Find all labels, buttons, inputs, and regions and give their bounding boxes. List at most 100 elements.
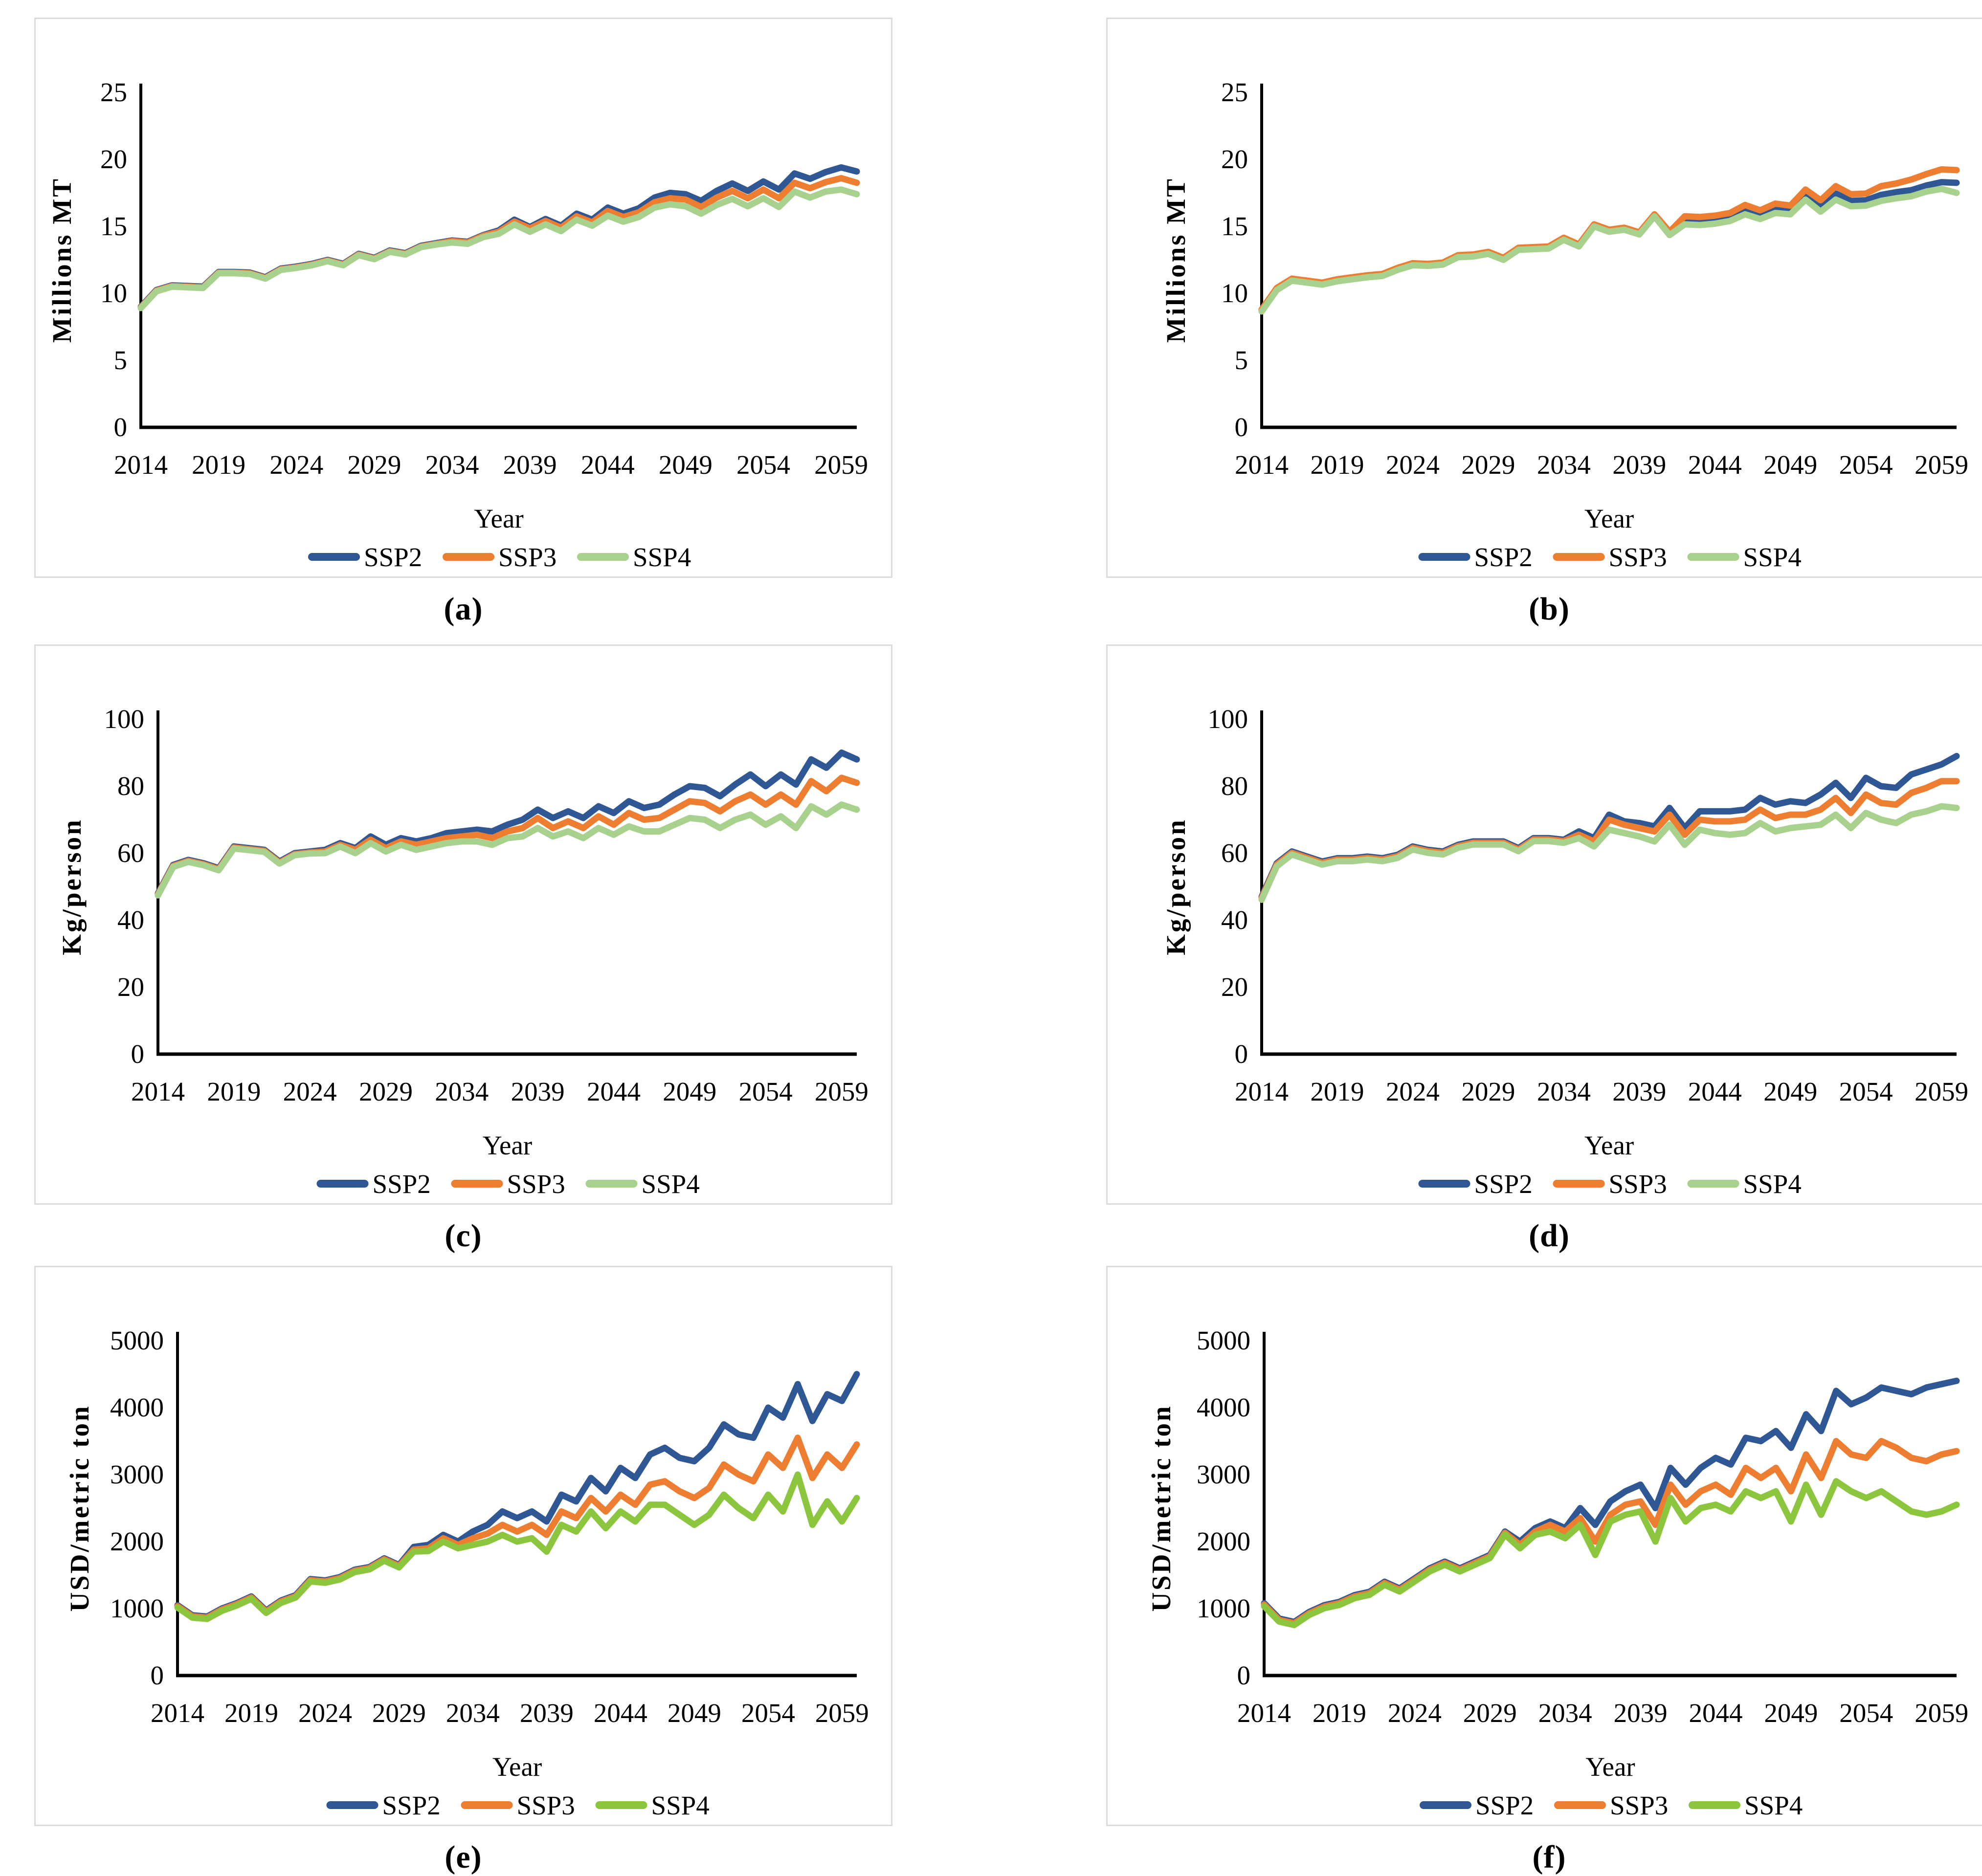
y-tick-label: 0 [1235,412,1248,442]
legend-swatch-ssp4 [585,1180,638,1188]
x-tick-label: 2049 [668,1698,721,1728]
x-tick-label: 2029 [359,1077,413,1106]
x-tick-label: 2044 [581,450,635,480]
y-tick-label: 0 [1235,1039,1248,1069]
x-tick-label: 2034 [1538,1698,1592,1728]
figure-panel-e: 0 1000 2000 3000 4000 5000 2014 2019 2024 2029 203… [34,1266,892,1876]
series-line-ssp4 [1261,1478,1960,1629]
x-tick-label: 2014 [151,1698,204,1728]
legend-label-ssp3: SSP3 [1609,1169,1667,1199]
y-tick-label: 60 [1221,838,1248,868]
series-line-ssp3 [174,1435,860,1621]
legend-label-ssp4: SSP4 [642,1169,700,1199]
x-tick-label: 2029 [372,1698,426,1728]
legend-label-ssp3: SSP3 [507,1169,565,1199]
chart-c-svg: 0 20 40 60 80 100 2014 2019 2024 2029 2034 2039 2044… [57,704,869,1199]
x-tick-label: 2039 [520,1698,574,1728]
y-tick-label: 100 [1208,704,1248,734]
x-tick-label: 2039 [511,1077,565,1106]
chart-f-svg: 0 1000 2000 3000 4000 5000 2014 2019 2024 2029 203… [1146,1325,1968,1820]
y-tick-label: 20 [1221,972,1248,1002]
x-tick-label: 2024 [283,1077,337,1106]
series-line-ssp4 [155,801,860,899]
panel-caption-b: (b) [1529,591,1570,627]
x-tick-label: 2019 [192,450,245,480]
series-line-ssp4 [137,186,860,311]
legend-swatch-ssp3 [451,1180,503,1188]
legend-label-ssp2: SSP2 [364,542,422,572]
y-tick-label: 20 [100,144,127,174]
x-tick-label: 2029 [347,450,401,480]
x-tick-label: 2014 [114,450,168,480]
legend-swatch-ssp4 [577,553,629,561]
x-tick-label: 2019 [207,1077,261,1106]
y-tick-label: 25 [1221,77,1248,107]
series-line-ssp2 [155,750,860,897]
x-tick-label: 2039 [1612,450,1666,480]
y-tick-label: 3000 [110,1459,164,1489]
x-tick-label: 2059 [815,1077,869,1106]
chart-d-svg: 0 20 40 60 80 100 2014 2019 2024 2029 2034 2039 2044… [1161,704,1968,1199]
x-tick-label: 2024 [1388,1698,1442,1728]
series-line-ssp3 [1258,166,1960,313]
legend-swatch-ssp3 [1553,1180,1605,1188]
x-tick-label: 2049 [1763,450,1817,480]
y-tick-label: 25 [100,77,127,107]
chart-a-svg: 0 5 10 15 20 25 2014 2019 2024 2029 2034 2039 2044 20… [47,77,868,572]
legend-label-ssp4: SSP4 [1743,1169,1802,1199]
y-tick-label: 0 [151,1660,164,1690]
x-tick-label: 2049 [1764,1698,1818,1728]
y-tick-label: 1000 [1197,1593,1250,1623]
x-tick-label: 2019 [1313,1698,1366,1728]
y-tick-label: 3000 [1197,1459,1250,1489]
legend-label-ssp3: SSP3 [498,542,557,572]
legend-label-ssp2: SSP2 [1475,1790,1534,1820]
y-axis-title: USD/metric ton [1146,1404,1176,1611]
chart-b-svg: 0 5 10 15 20 25 2014 2019 2024 2029 2034 2039 2044 20… [1161,77,1968,572]
x-tick-label: 2014 [1235,1077,1289,1106]
x-tick-label: 2054 [1839,1698,1893,1728]
x-axis-title: Year [1585,1752,1635,1782]
legend-label-ssp2: SSP2 [1474,542,1533,572]
y-tick-label: 40 [1221,905,1248,935]
x-tick-label: 2039 [1614,1698,1668,1728]
legend-swatch-ssp4 [595,1801,647,1809]
x-tick-label: 2019 [1310,450,1364,480]
chart-e-svg: 0 1000 2000 3000 4000 5000 2014 2019 2024 2029 203… [65,1325,869,1820]
x-tick-label: 2059 [1915,1077,1968,1106]
panel-caption-f: (f) [1532,1839,1566,1875]
y-tick-label: 80 [1221,771,1248,801]
x-tick-label: 2044 [1688,450,1742,480]
x-tick-label: 2034 [446,1698,500,1728]
x-tick-label: 2059 [1915,450,1968,480]
y-tick-label: 2000 [110,1526,164,1556]
x-tick-label: 2049 [1763,1077,1817,1106]
series-line-ssp3 [137,175,860,311]
legend-label-ssp2: SSP2 [382,1790,441,1820]
legend-label-ssp2: SSP2 [373,1169,431,1199]
y-axis-title: Kg/person [1161,818,1191,955]
legend-swatch-ssp4 [1687,553,1739,561]
panel-caption-d: (d) [1529,1218,1570,1254]
x-tick-label: 2059 [814,450,868,480]
x-tick-label: 2019 [1310,1077,1364,1106]
series-line-ssp2 [174,1371,860,1620]
y-tick-label: 80 [117,771,144,801]
y-axis-title: Millions MT [1161,177,1191,343]
panel-caption-c: (c) [445,1218,482,1254]
x-tick-label: 2044 [1689,1698,1742,1728]
legend-swatch-ssp2 [308,553,360,561]
y-tick-label: 10 [1221,278,1248,308]
chart-panel-b: 0 5 10 15 20 25 2014 2019 2024 2029 2034 2039 2044 20… [1106,18,1982,578]
x-tick-label: 2054 [1839,450,1893,480]
y-tick-label: 0 [131,1039,145,1069]
figure-panel-b: 0 5 10 15 20 25 2014 2019 2024 2029 2034 2039 2044 20… [1106,18,1982,628]
legend-swatch-ssp3 [1553,553,1605,561]
series-line-ssp4 [1258,803,1960,903]
y-tick-label: 15 [1221,211,1248,241]
x-tick-label: 2039 [1612,1077,1666,1106]
series-line-ssp4 [174,1471,860,1622]
x-tick-label: 2044 [594,1698,647,1728]
x-tick-label: 2014 [1237,1698,1291,1728]
y-tick-label: 5000 [110,1325,164,1355]
